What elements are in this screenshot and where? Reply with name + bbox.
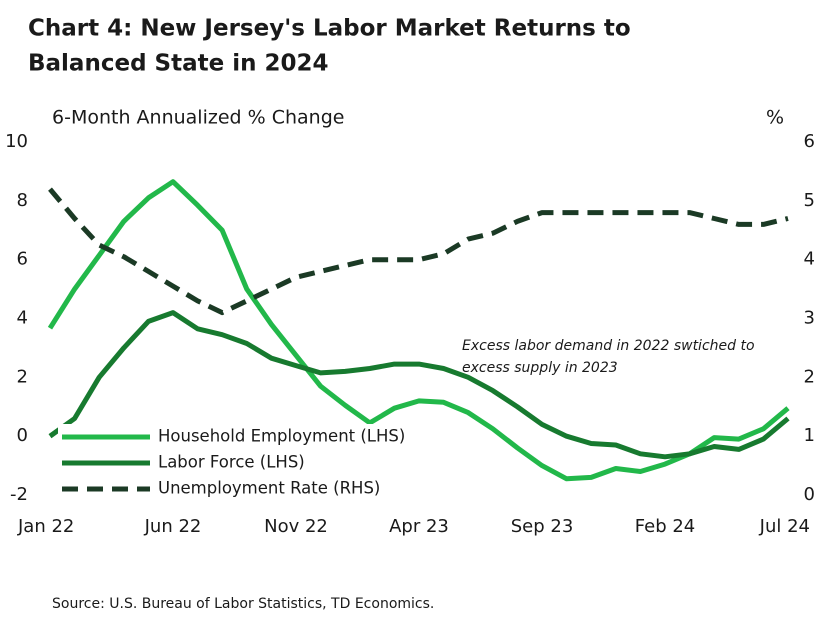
y-tick-label: -2	[10, 484, 28, 505]
y2-tick-label: 6	[804, 131, 815, 152]
annotation: Excess labor demand in 2022 swtiched to	[462, 338, 755, 354]
y2-axis-label: %	[766, 107, 784, 129]
y-axis-label: 6-Month Annualized % Change	[52, 107, 344, 129]
y-tick-label: 2	[17, 366, 28, 387]
legend-label: Labor Force (LHS)	[158, 453, 305, 472]
y2-tick-label: 1	[804, 425, 815, 446]
series-line	[47, 179, 790, 482]
y2-tick-label: 0	[804, 484, 815, 505]
x-tick-label: Sep 23	[511, 516, 574, 537]
x-tick-label: Apr 23	[389, 516, 449, 537]
x-tick-label: Feb 24	[635, 516, 696, 537]
y-tick-label: 6	[17, 249, 28, 270]
y2-tick-label: 4	[804, 249, 815, 270]
y-tick-label: 8	[17, 190, 28, 211]
chart-title: Chart 4: New Jersey's Labor Market Retur…	[28, 16, 631, 42]
x-tick-label: Jul 24	[759, 516, 810, 537]
y-tick-label: 0	[17, 425, 28, 446]
x-tick-label: Jun 22	[144, 516, 202, 537]
y2-tick-label: 2	[804, 366, 815, 387]
y-tick-label: 4	[17, 308, 28, 329]
series-line	[48, 187, 789, 316]
legend-label: Unemployment Rate (RHS)	[158, 479, 380, 498]
y-tick-label: 10	[5, 131, 28, 152]
legend-label: Household Employment (LHS)	[158, 427, 405, 446]
x-tick-label: Jan 22	[17, 516, 74, 537]
x-tick-label: Nov 22	[264, 516, 328, 537]
y2-tick-label: 5	[804, 190, 815, 211]
chart-title: Balanced State in 2024	[28, 51, 329, 77]
y2-tick-label: 3	[804, 308, 815, 329]
series-line	[48, 310, 790, 460]
source: Source: U.S. Bureau of Labor Statistics,…	[52, 596, 434, 612]
annotation: excess supply in 2023	[462, 360, 618, 376]
